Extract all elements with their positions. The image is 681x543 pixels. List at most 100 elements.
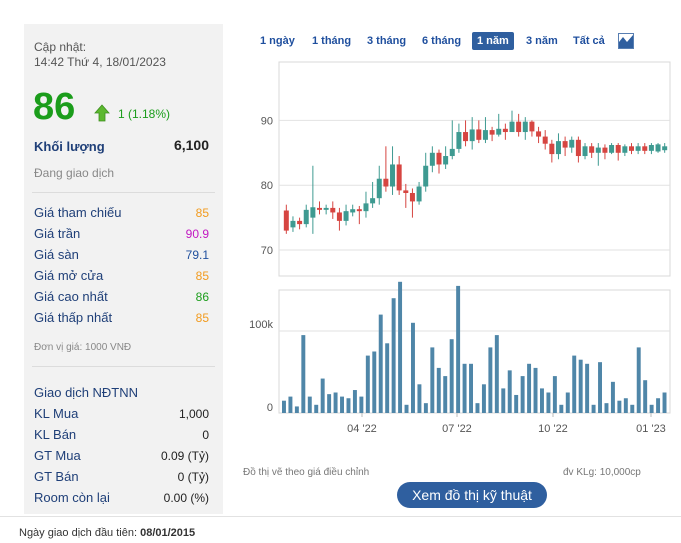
candle-body [536,131,542,137]
candle-body [628,146,634,151]
candle-body [522,121,528,133]
first-trading-label: Ngày giao dịch đầu tiên: [19,527,138,539]
candle-body [330,207,336,213]
volume-bar [533,367,538,413]
candle-body [555,141,561,155]
volume-bar [320,378,325,413]
candle-body [648,145,654,151]
volume-bar [488,347,493,413]
tab-1-tháng[interactable]: 1 tháng [312,35,352,47]
candle-body [363,203,369,212]
x-tick-label: 07 '22 [442,423,472,435]
candle-body [303,209,309,225]
tab-6-tháng[interactable]: 6 tháng [422,35,462,47]
candle-body [569,139,575,148]
foreign-value: 0.09 (Tỷ) [160,449,209,463]
divider [32,192,215,193]
candle-body [443,156,449,165]
volume-bar [475,403,480,413]
volume-bar [456,285,461,413]
volume-bar [282,400,286,413]
volume-bar [462,363,467,413]
volume-bar [578,359,583,413]
price-label: Giá cao nhất [34,289,108,304]
price-value: 79.1 [185,248,209,262]
volume-bar [340,396,344,413]
candle-body [376,178,382,199]
candle-body [409,192,415,202]
technical-chart-button[interactable]: Xem đồ thị kỹ thuật [397,482,547,508]
current-price: 86 [33,86,76,128]
volume-bar [385,343,390,413]
volume-bar [617,400,622,413]
candle-body [396,164,402,191]
tab-3-năm[interactable]: 3 năm [526,35,558,47]
candle-body [635,146,641,151]
tab-3-tháng[interactable]: 3 tháng [367,35,407,47]
candle-body [429,152,435,166]
candle-body [370,198,376,204]
price-label: Giá sàn [34,247,79,262]
price-value: 85 [195,269,209,283]
volume-bar [572,355,577,413]
tab-Tất-cả[interactable]: Tất cả [573,35,605,47]
volume-bar [520,376,525,413]
price-value: 85 [195,206,209,220]
volume-bar [314,404,319,413]
candle-body [482,130,488,140]
price-value: 85 [195,311,209,325]
foreign-value: 0 [202,428,209,442]
price-tick-label: 80 [261,180,273,192]
volume-bar [540,388,544,413]
candle-body [489,130,495,135]
volume-bar [417,384,422,413]
candle-body [496,128,502,135]
candle-body [562,141,568,148]
price-label: Giá trần [34,226,81,241]
candle-body [662,146,668,151]
price-change: 1 (1.18%) [118,107,171,121]
candle-body [416,186,422,202]
chart-area-icon[interactable] [618,33,634,49]
candle-body [323,207,329,210]
volume-bar [662,392,667,413]
volume-bar [423,403,428,413]
candle-body [615,145,621,153]
volume-bar [501,388,506,413]
candle-body [549,143,555,155]
tab-1-năm[interactable]: 1 năm [472,32,514,50]
stock-summary-panel: Cập nhật: 14:42 Thứ 4, 18/01/2023 86 1 (… [24,24,223,514]
volume-bar [430,347,435,413]
candle-body [609,145,615,153]
volume-value: 6,100 [173,137,209,153]
volume-bar [301,335,306,413]
foreign-label: KL Bán [34,427,77,442]
volume-bar [494,335,499,413]
volume-bar [546,392,551,413]
volume-bar [559,404,564,413]
price-volume-chart: 70 80 90 100k 0 04 '22 07 '22 10 '22 01 '23 [249,61,671,435]
volume-plot-area [278,289,671,414]
candle-body [317,207,323,210]
volume-bar [552,376,557,413]
price-plot-area [278,61,671,277]
volume-bar [333,392,338,413]
volume-bar [365,355,370,413]
divider [0,516,681,517]
volume-bar [449,339,454,413]
candle-body [502,128,508,133]
candle-body [509,121,515,133]
price-value: 86 [195,290,209,304]
price-label: Giá thấp nhất [34,310,113,325]
volume-bar [656,398,661,413]
volume-bar [630,404,635,413]
volume-bar [514,394,519,413]
candle-body [463,132,469,142]
volume-bar [610,381,615,413]
volume-bar [352,390,357,413]
volume-bar [507,370,512,413]
foreign-value: 0 (Tỷ) [177,470,209,484]
volume-bar [469,363,473,413]
candle-body [476,129,482,140]
tab-1-ngày[interactable]: 1 ngày [260,35,295,47]
